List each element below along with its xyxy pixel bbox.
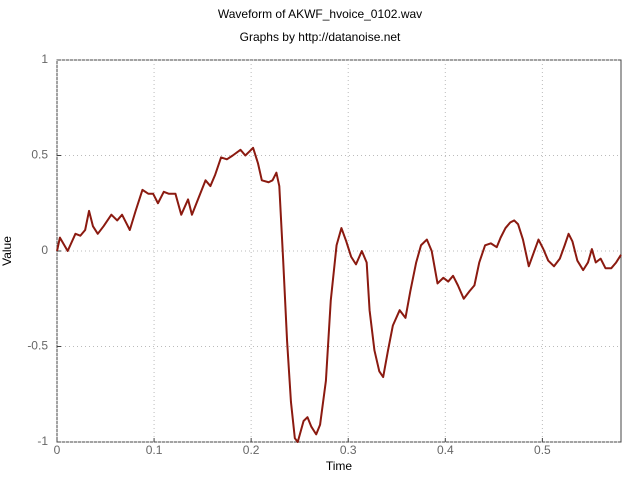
- y-tick-label: -1: [37, 434, 48, 448]
- y-axis-label: Value: [0, 236, 14, 266]
- x-tick-label: 0.4: [437, 443, 454, 457]
- x-axis-label: Time: [326, 459, 353, 473]
- data-line: [56, 146, 622, 443]
- x-tick-label: 0.2: [243, 443, 260, 457]
- x-tick-label: 0: [54, 443, 61, 457]
- x-tick-label: 0.5: [534, 443, 551, 457]
- y-tick-label: 0: [41, 243, 48, 257]
- x-tick-label: 0.3: [340, 443, 357, 457]
- y-tick-label: 1: [41, 52, 48, 66]
- y-tick-label: 0.5: [31, 148, 48, 162]
- chart-title: Waveform of AKWF_hvoice_0102.wav: [218, 7, 422, 21]
- x-tick-label: 0.1: [146, 443, 163, 457]
- y-tick-label: -0.5: [27, 339, 48, 353]
- chart-subtitle: Graphs by http://datanoise.net: [240, 30, 401, 44]
